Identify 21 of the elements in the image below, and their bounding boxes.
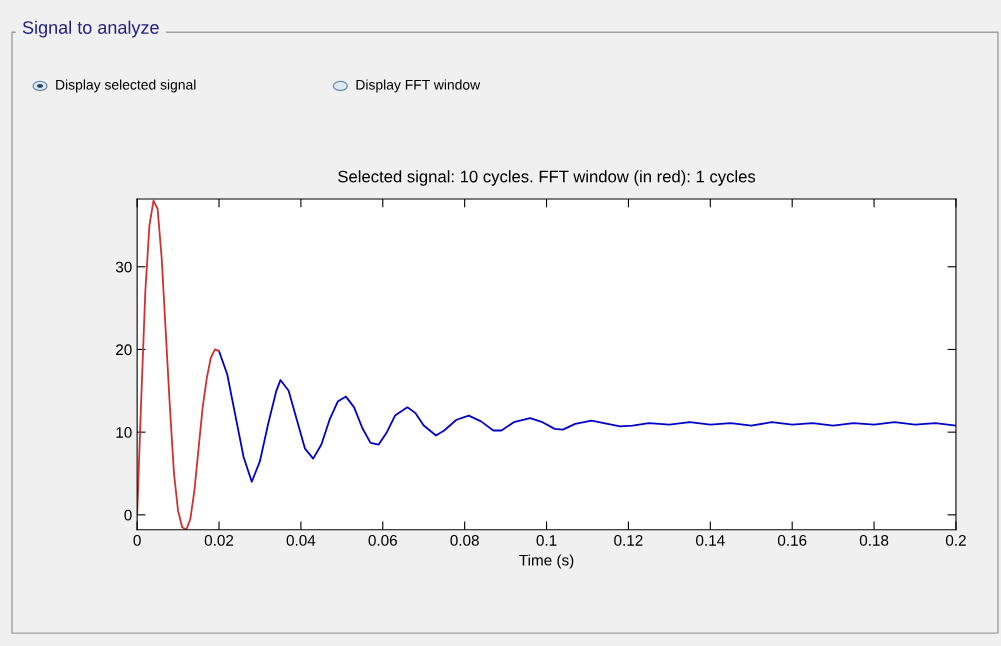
x-tick-label: 0.12 bbox=[614, 534, 643, 546]
x-tick-label: 0.1 bbox=[536, 534, 557, 546]
y-tick-label: 10 bbox=[116, 427, 132, 438]
x-tick-label: 0.18 bbox=[859, 534, 889, 546]
x-tick-label: 0.06 bbox=[368, 534, 397, 546]
x-tick-label: 0.02 bbox=[204, 534, 234, 546]
chart-title: Selected signal: 10 cycles. FFT window (in red): 1 cycles bbox=[338, 170, 756, 186]
x-axis-title: Time (s) bbox=[519, 554, 574, 569]
x-tick-label: 0.2 bbox=[945, 534, 966, 546]
x-tick-label: 0.14 bbox=[696, 534, 725, 546]
y-tick-label: 0 bbox=[124, 509, 132, 521]
x-tick-label: 0.04 bbox=[286, 534, 316, 546]
y-tick-label: 30 bbox=[115, 261, 132, 273]
x-tick-label: 0.08 bbox=[450, 534, 479, 546]
text: Display selected signal bbox=[56, 79, 196, 93]
y-tick-label: 20 bbox=[116, 344, 132, 356]
x-tick-label: 0 bbox=[133, 534, 141, 546]
text: Signal to analyze bbox=[22, 20, 159, 38]
text: Display FFT window bbox=[356, 79, 481, 93]
x-tick-label: 0.16 bbox=[777, 534, 807, 546]
line-series bbox=[218, 350, 956, 483]
